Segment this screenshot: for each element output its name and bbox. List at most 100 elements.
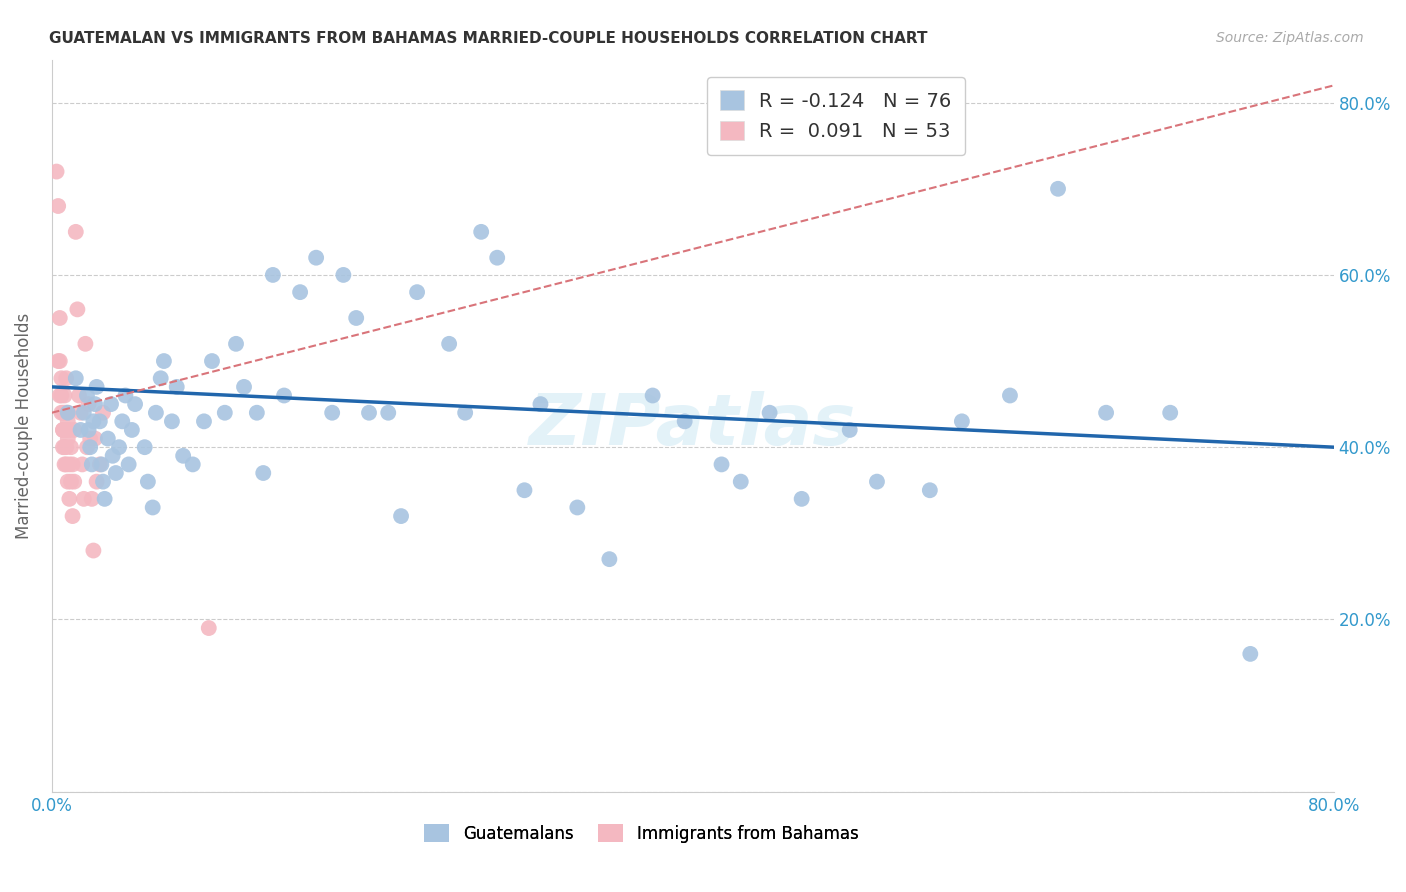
Point bbox=[567, 500, 589, 515]
Point bbox=[52, 423, 75, 437]
Point bbox=[673, 414, 696, 428]
Point bbox=[344, 310, 367, 325]
Point bbox=[641, 388, 664, 402]
Point bbox=[193, 414, 215, 428]
Point bbox=[82, 543, 104, 558]
Point bbox=[51, 406, 73, 420]
Point bbox=[136, 475, 159, 489]
Point bbox=[80, 458, 103, 472]
Point bbox=[101, 449, 124, 463]
Text: ZIPatlas: ZIPatlas bbox=[529, 392, 856, 460]
Point bbox=[1239, 647, 1261, 661]
Point bbox=[111, 414, 134, 428]
Point bbox=[86, 380, 108, 394]
Point bbox=[77, 397, 100, 411]
Point bbox=[214, 406, 236, 420]
Point bbox=[82, 414, 104, 428]
Point bbox=[866, 475, 889, 489]
Point bbox=[454, 406, 477, 420]
Point bbox=[121, 423, 143, 437]
Point bbox=[97, 432, 120, 446]
Point bbox=[124, 397, 146, 411]
Point bbox=[49, 388, 72, 402]
Point bbox=[52, 406, 75, 420]
Point bbox=[437, 336, 460, 351]
Point bbox=[160, 414, 183, 428]
Point bbox=[59, 475, 82, 489]
Point bbox=[53, 406, 76, 420]
Point bbox=[56, 475, 79, 489]
Point bbox=[56, 406, 79, 420]
Point bbox=[53, 440, 76, 454]
Point bbox=[79, 432, 101, 446]
Point bbox=[55, 371, 77, 385]
Point bbox=[305, 251, 328, 265]
Point bbox=[149, 371, 172, 385]
Point bbox=[142, 500, 165, 515]
Point bbox=[918, 483, 941, 498]
Point bbox=[389, 509, 412, 524]
Point bbox=[100, 397, 122, 411]
Point bbox=[406, 285, 429, 300]
Point bbox=[52, 440, 75, 454]
Point bbox=[950, 414, 973, 428]
Point bbox=[66, 302, 89, 317]
Point bbox=[80, 491, 103, 506]
Point bbox=[55, 406, 77, 420]
Point bbox=[288, 285, 311, 300]
Point bbox=[63, 423, 86, 437]
Point bbox=[46, 354, 69, 368]
Point bbox=[513, 483, 536, 498]
Point bbox=[69, 406, 91, 420]
Point bbox=[332, 268, 354, 282]
Point bbox=[79, 440, 101, 454]
Point bbox=[49, 310, 72, 325]
Point bbox=[76, 440, 98, 454]
Point bbox=[998, 388, 1021, 402]
Point bbox=[252, 466, 274, 480]
Point bbox=[91, 475, 114, 489]
Point bbox=[56, 414, 79, 428]
Point bbox=[90, 458, 112, 472]
Point bbox=[377, 406, 399, 420]
Point bbox=[225, 336, 247, 351]
Point bbox=[73, 406, 96, 420]
Point bbox=[201, 354, 224, 368]
Point bbox=[134, 440, 156, 454]
Point bbox=[91, 406, 114, 420]
Point bbox=[357, 406, 380, 420]
Point bbox=[529, 397, 551, 411]
Point bbox=[486, 251, 509, 265]
Point bbox=[262, 268, 284, 282]
Point bbox=[84, 432, 107, 446]
Point bbox=[321, 406, 343, 420]
Point bbox=[76, 388, 98, 402]
Point bbox=[51, 388, 73, 402]
Text: GUATEMALAN VS IMMIGRANTS FROM BAHAMAS MARRIED-COUPLE HOUSEHOLDS CORRELATION CHAR: GUATEMALAN VS IMMIGRANTS FROM BAHAMAS MA… bbox=[49, 31, 928, 46]
Point bbox=[51, 371, 73, 385]
Point bbox=[93, 491, 115, 506]
Point bbox=[55, 458, 77, 472]
Point bbox=[730, 475, 752, 489]
Point bbox=[84, 397, 107, 411]
Point bbox=[56, 406, 79, 420]
Point bbox=[52, 423, 75, 437]
Point bbox=[62, 509, 84, 524]
Point bbox=[53, 388, 76, 402]
Point bbox=[73, 491, 96, 506]
Point bbox=[89, 458, 111, 472]
Point bbox=[790, 491, 813, 506]
Point bbox=[67, 388, 90, 402]
Point bbox=[55, 423, 77, 437]
Point bbox=[246, 406, 269, 420]
Point bbox=[598, 552, 620, 566]
Point bbox=[49, 354, 72, 368]
Point bbox=[45, 164, 67, 178]
Point bbox=[166, 380, 188, 394]
Point bbox=[118, 458, 141, 472]
Point bbox=[153, 354, 176, 368]
Point bbox=[59, 440, 82, 454]
Point bbox=[58, 423, 80, 437]
Legend: Guatemalans, Immigrants from Bahamas: Guatemalans, Immigrants from Bahamas bbox=[418, 818, 865, 849]
Point bbox=[65, 225, 87, 239]
